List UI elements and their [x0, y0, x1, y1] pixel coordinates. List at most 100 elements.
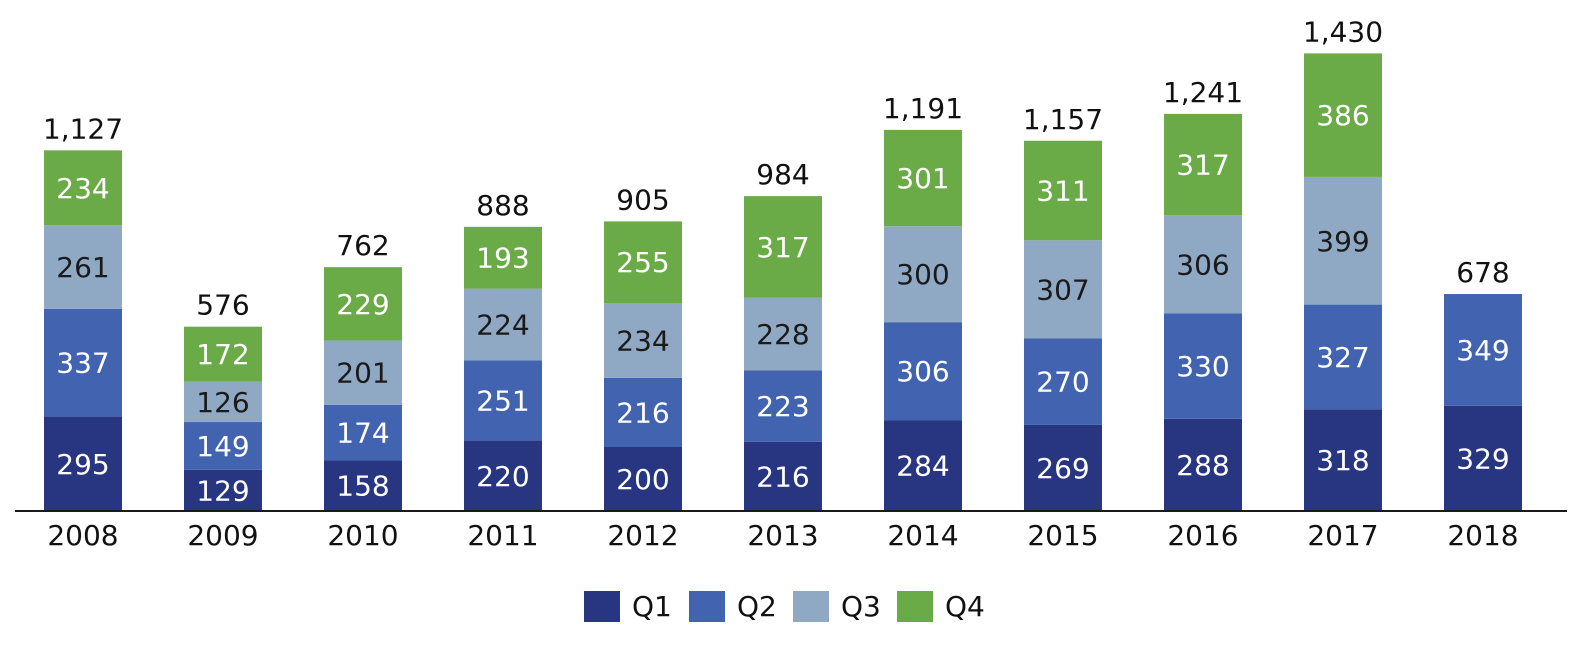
data-label-q3-2009: 126 [196, 386, 249, 419]
x-tick-2010: 2010 [327, 519, 398, 552]
bar-q1-2011 [464, 440, 542, 511]
x-tick-2013: 2013 [747, 519, 818, 552]
bar-q3-2013 [744, 297, 822, 371]
bar-q1-2008 [44, 416, 122, 511]
bar-q2-2012 [604, 377, 682, 447]
legend-label-q2: Q2 [737, 590, 777, 623]
bar-q4-2016 [1164, 113, 1242, 216]
bar-q2-2016 [1164, 313, 1242, 419]
bar-q4-2015 [1024, 140, 1102, 241]
data-label-q1-2017: 318 [1316, 444, 1369, 477]
bar-q2-2015 [1024, 338, 1102, 425]
data-label-q4-2017: 386 [1316, 99, 1369, 132]
x-tick-labels: 2008 2009 2010 2011 2012 2013 2014 2015 2016 2017… [47, 519, 1518, 552]
data-label-q1-2016: 288 [1176, 449, 1229, 482]
x-tick-2011: 2011 [467, 519, 538, 552]
bar-q4-2008 [44, 150, 122, 226]
bar-q2-2014 [884, 322, 962, 421]
data-label-q2-2008: 337 [56, 347, 109, 380]
bar-q3-2014 [884, 226, 962, 323]
total-label-2017: 1,430 [1303, 15, 1383, 48]
data-label-q3-2013: 228 [756, 318, 809, 351]
x-tick-2014: 2014 [887, 519, 958, 552]
x-tick-2018: 2018 [1447, 519, 1518, 552]
total-label-2015: 1,157 [1023, 103, 1103, 136]
x-tick-2016: 2016 [1167, 519, 1238, 552]
bar-q3-2010 [324, 340, 402, 405]
data-label-q3-2015: 307 [1036, 273, 1089, 306]
bar-q1-2009 [184, 469, 262, 511]
x-tick-2017: 2017 [1307, 519, 1378, 552]
x-tick-2015: 2015 [1027, 519, 1098, 552]
bar-q3-2016 [1164, 215, 1242, 314]
bars-layer: 295 337 261 234 129 149 126 172 158 174 201 229 220 2… [44, 53, 1522, 511]
data-label-q2-2010: 174 [336, 417, 389, 450]
total-label-2012: 905 [616, 183, 669, 216]
total-label-2016: 1,241 [1163, 76, 1243, 109]
total-label-2008: 1,127 [43, 112, 123, 145]
data-label-q4-2010: 229 [336, 288, 389, 321]
bar-q4-2017 [1304, 53, 1382, 177]
bar-q4-2014 [884, 129, 962, 227]
bar-q2-2017 [1304, 304, 1382, 410]
bar-q1-2014 [884, 420, 962, 511]
data-label-q1-2014: 284 [896, 450, 949, 483]
bar-q1-2012 [604, 447, 682, 511]
data-label-q1-2009: 129 [196, 474, 249, 507]
bar-q2-2011 [464, 360, 542, 441]
data-label-q4-2016: 317 [1176, 149, 1229, 182]
bar-q2-2010 [324, 404, 402, 461]
data-label-q1-2010: 158 [336, 470, 389, 503]
data-label-q4-2012: 255 [616, 246, 669, 279]
total-label-2014: 1,191 [883, 92, 963, 125]
bar-q2-2018 [1444, 294, 1522, 406]
data-label-q2-2013: 223 [756, 390, 809, 423]
bar-q4-2012 [604, 221, 682, 303]
bar-q4-2010 [324, 267, 402, 341]
legend-swatch-q4 [897, 591, 933, 622]
data-label-q1-2011: 220 [476, 460, 529, 493]
data-label-q1-2012: 200 [616, 463, 669, 496]
bar-q3-2011 [464, 288, 542, 361]
bar-q4-2009 [184, 326, 262, 382]
data-label-q4-2013: 317 [756, 231, 809, 264]
bar-q4-2013 [744, 196, 822, 298]
data-label-q1-2008: 295 [56, 448, 109, 481]
data-label-q2-2015: 270 [1036, 366, 1089, 399]
bar-q1-2017 [1304, 409, 1382, 511]
x-tick-2008: 2008 [47, 519, 118, 552]
bar-q2-2009 [184, 422, 262, 470]
bar-q2-2008 [44, 308, 122, 417]
data-label-q4-2009: 172 [196, 338, 249, 371]
bar-q1-2016 [1164, 418, 1242, 511]
data-label-q2-2016: 330 [1176, 350, 1229, 383]
data-label-q2-2011: 251 [476, 384, 529, 417]
bar-q1-2018 [1444, 405, 1522, 511]
legend-label-q3: Q3 [841, 590, 881, 623]
legend-label-q4: Q4 [945, 590, 985, 623]
bar-q1-2015 [1024, 424, 1102, 511]
bar-q4-2011 [464, 226, 542, 289]
total-label-2013: 984 [756, 158, 809, 191]
bar-q3-2009 [184, 381, 262, 423]
data-label-q2-2009: 149 [196, 430, 249, 463]
data-label-q4-2014: 301 [896, 162, 949, 195]
legend-swatch-q3 [793, 591, 829, 622]
data-label-q3-2016: 306 [1176, 248, 1229, 281]
x-tick-2012: 2012 [607, 519, 678, 552]
total-label-2009: 576 [196, 289, 249, 322]
data-label-q2-2012: 216 [616, 396, 669, 429]
data-label-q3-2014: 300 [896, 258, 949, 291]
data-label-q2-2017: 327 [1316, 341, 1369, 374]
data-label-q4-2008: 234 [56, 172, 109, 205]
total-label-2018: 678 [1456, 256, 1509, 289]
bar-q3-2017 [1304, 176, 1382, 305]
data-label-q3-2010: 201 [336, 357, 389, 390]
total-label-2010: 762 [336, 229, 389, 262]
data-label-q4-2015: 311 [1036, 175, 1089, 208]
data-label-q1-2018: 329 [1456, 442, 1509, 475]
data-label-q4-2011: 193 [476, 242, 529, 275]
data-label-q3-2011: 224 [476, 308, 529, 341]
bar-q2-2013 [744, 370, 822, 442]
